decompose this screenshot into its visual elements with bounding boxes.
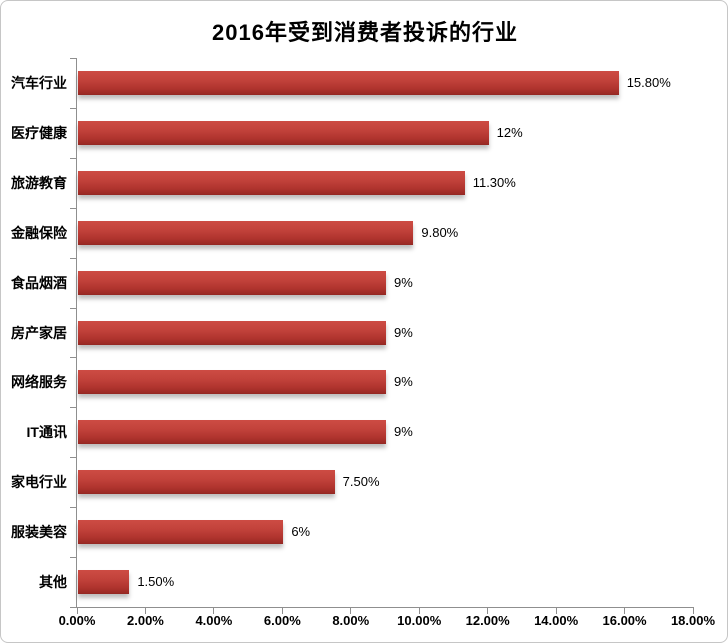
value-axis-tick bbox=[350, 608, 352, 614]
bar bbox=[78, 220, 414, 245]
bar bbox=[78, 70, 619, 95]
category-axis-tick bbox=[70, 257, 77, 259]
category-axis-tick bbox=[70, 407, 77, 409]
value-label: 7.50% bbox=[342, 474, 380, 490]
category-axis-tick bbox=[70, 507, 77, 509]
bar bbox=[78, 570, 130, 595]
value-axis-tick-label: 16.00% bbox=[602, 613, 647, 628]
value-axis-tick bbox=[555, 608, 557, 614]
category-axis-tick bbox=[70, 157, 77, 159]
category-label: 房产家居 bbox=[11, 324, 67, 341]
category-axis-tick bbox=[70, 207, 77, 209]
value-axis-tick-label: 14.00% bbox=[534, 613, 579, 628]
value-axis-tick bbox=[418, 608, 420, 614]
value-axis-tick bbox=[76, 608, 78, 614]
value-label: 9% bbox=[394, 374, 413, 390]
bar bbox=[78, 370, 386, 395]
bar bbox=[78, 170, 465, 195]
bar bbox=[78, 320, 386, 345]
category-label: 其他 bbox=[39, 574, 67, 591]
value-axis-tick-label: 0.00% bbox=[58, 613, 96, 628]
category-axis-tick bbox=[70, 357, 77, 359]
bar bbox=[78, 470, 335, 495]
value-axis-tick bbox=[624, 608, 626, 614]
category-label: IT通讯 bbox=[26, 424, 67, 441]
value-axis-tick bbox=[213, 608, 215, 614]
category-axis-tick bbox=[70, 457, 77, 459]
value-label: 9.80% bbox=[421, 224, 459, 240]
value-label: 11.30% bbox=[472, 174, 516, 190]
category-label: 旅游教育 bbox=[11, 174, 67, 191]
value-label: 15.80% bbox=[626, 74, 671, 90]
bar bbox=[78, 520, 284, 545]
value-axis-tick-label: 4.00% bbox=[195, 613, 233, 628]
value-axis-tick bbox=[144, 608, 146, 614]
value-axis-tick-label: 12.00% bbox=[465, 613, 510, 628]
category-label: 家电行业 bbox=[11, 474, 67, 491]
value-label: 6% bbox=[291, 524, 311, 540]
value-label: 12% bbox=[496, 124, 523, 140]
bar bbox=[78, 270, 386, 295]
value-label: 9% bbox=[394, 274, 413, 290]
bar bbox=[78, 420, 386, 445]
chart-title: 2016年受到消费者投诉的行业 bbox=[212, 20, 518, 45]
value-axis-tick-label: 10.00% bbox=[397, 613, 442, 628]
category-label: 食品烟酒 bbox=[11, 274, 67, 291]
category-label: 服装美容 bbox=[11, 524, 67, 541]
value-axis-tick-label: 18.00% bbox=[670, 613, 716, 628]
category-axis-tick bbox=[70, 107, 77, 109]
category-axis-tick bbox=[70, 607, 77, 608]
category-label: 汽车行业 bbox=[11, 74, 67, 91]
value-axis-tick bbox=[281, 608, 283, 614]
value-axis-tick-label: 8.00% bbox=[332, 613, 370, 628]
value-axis-tick-label: 6.00% bbox=[263, 613, 301, 628]
category-axis-line bbox=[76, 58, 77, 608]
category-axis-tick bbox=[70, 307, 77, 309]
value-axis-tick bbox=[487, 608, 489, 614]
value-axis-tick-label: 2.00% bbox=[127, 613, 164, 628]
bar bbox=[78, 120, 489, 145]
value-axis-tick bbox=[692, 608, 694, 614]
value-axis-line bbox=[76, 607, 694, 608]
category-label: 金融保险 bbox=[11, 224, 67, 241]
value-label: 9% bbox=[394, 324, 413, 340]
category-label: 医疗健康 bbox=[11, 124, 67, 141]
category-axis-tick bbox=[70, 557, 77, 559]
category-axis-tick bbox=[70, 58, 77, 59]
category-label: 网络服务 bbox=[11, 374, 67, 391]
value-label: 1.50% bbox=[137, 574, 175, 590]
value-label: 9% bbox=[394, 424, 413, 440]
